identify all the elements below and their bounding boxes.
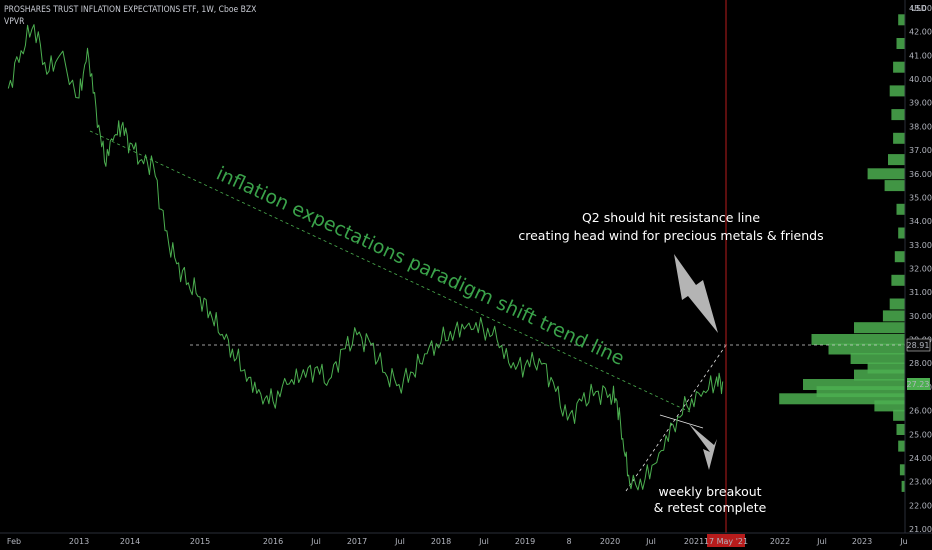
price-tick-label: 25.00 [909, 430, 932, 439]
symbol-title[interactable]: PROSHARES TRUST INFLATION EXPECTATIONS E… [4, 5, 257, 15]
price-tick-label: 24.00 [909, 454, 932, 463]
breakout-trend-line [625, 344, 727, 492]
breakout-note-line2: & retest complete [654, 500, 767, 515]
volume-profile-bar [854, 322, 905, 334]
volume-profile-bar [898, 14, 905, 26]
price-tick-label: 28.00 [909, 359, 932, 368]
time-tick-label: 2015 [190, 537, 210, 546]
resistance-note-line2: creating head wind for precious metals &… [518, 228, 823, 243]
time-tick-label: Jul [310, 537, 321, 546]
time-tick-label: 2013 [69, 537, 89, 546]
volume-profile-bar [811, 334, 905, 345]
volume-profile-bar [854, 369, 905, 381]
breakout-arrow [689, 424, 717, 470]
price-tick-label: 43.00 [909, 4, 932, 13]
volume-profile-bar [898, 440, 905, 452]
volume-profile-bar [803, 379, 905, 390]
price-tick-label: 39.00 [909, 99, 932, 108]
price-tick-label: 40.00 [909, 75, 932, 84]
time-tick-label: 2019 [515, 537, 535, 546]
volume-profile-bar [901, 480, 905, 492]
volume-profile-bar [896, 38, 905, 49]
price-tick-label: 42.00 [909, 28, 932, 37]
time-tick-label: 2023 [852, 537, 872, 546]
volume-profile-bar [898, 227, 905, 239]
price-tick-label: 37.00 [909, 146, 932, 155]
volume-profile-bar [816, 386, 905, 398]
resistance-note-line1: Q2 should hit resistance line [582, 210, 760, 225]
time-tick-label: Jul [816, 537, 827, 546]
volume-profile-bar [867, 168, 905, 180]
price-tick-label: 33.00 [909, 241, 932, 250]
price-tick-label: 41.00 [909, 51, 932, 60]
time-tick-label: Ju [899, 537, 907, 546]
price-tick-label: 31.00 [909, 288, 932, 297]
time-tick-label: 2017 [347, 537, 367, 546]
time-tick-label: Jul [394, 537, 405, 546]
retest-line [659, 414, 704, 429]
time-tick-label: 2014 [120, 537, 140, 546]
breakout-note-line1: weekly breakout [658, 484, 761, 499]
guide-lines [89, 0, 905, 533]
price-tick-label: 21.00 [909, 525, 932, 534]
time-tick-label: 2016 [263, 537, 283, 546]
time-tick-label: Jul [478, 537, 489, 546]
price-axis-ticks: 21.0022.0023.0024.0025.0026.0027.0028.00… [909, 4, 932, 534]
volume-profile-bar [889, 298, 905, 310]
time-tick-label: 2018 [431, 537, 451, 546]
price-tick-label: 30.00 [909, 312, 932, 321]
price-tick-label: 36.00 [909, 170, 932, 179]
level-price-label: 28.91 [907, 341, 930, 350]
last-price-label: 27.23 [907, 380, 930, 389]
currency-label: USD [911, 4, 927, 13]
volume-profile-bar [893, 132, 905, 144]
price-line [7, 24, 724, 491]
volume-profile-bar [889, 85, 905, 97]
volume-profile-bar [893, 61, 905, 73]
volume-profile [779, 14, 905, 492]
price-tick-label: 34.00 [909, 217, 932, 226]
date-marker-tag [707, 534, 745, 547]
volume-profile-bar [884, 180, 905, 192]
price-tick-label: 26.00 [909, 407, 932, 416]
volume-profile-bar [891, 274, 905, 286]
time-tick-label: Feb [7, 537, 21, 546]
time-tick-label: 2020 [600, 537, 620, 546]
volume-profile-bar [882, 310, 905, 322]
volume-profile-bar [896, 203, 905, 215]
volume-profile-bar [899, 464, 905, 476]
price-tick-label: 35.00 [909, 194, 932, 203]
date-marker-label: 17 May '21 [704, 537, 748, 546]
chart-header: PROSHARES TRUST INFLATION EXPECTATIONS E… [4, 4, 256, 28]
indicator-label[interactable]: VPVR [4, 17, 25, 27]
volume-profile-bar [888, 154, 905, 166]
trend-line-label: inflation expectations paradigm shift tr… [213, 163, 628, 370]
price-tick-label: 38.00 [909, 122, 932, 131]
volume-profile-bar [874, 400, 905, 412]
volume-profile-bar [894, 251, 905, 263]
price-tick-label: 32.00 [909, 265, 932, 274]
volume-profile-bar [891, 109, 905, 121]
volume-profile-bar [828, 343, 905, 355]
volume-profile-bar [779, 393, 905, 405]
price-tick-label: 23.00 [909, 478, 932, 487]
time-tick-label: Jul [645, 537, 656, 546]
volume-profile-bar [850, 353, 905, 364]
time-tick-label: 2022 [770, 537, 790, 546]
paradigm-trend-line [89, 130, 691, 413]
volume-profile-bar [893, 409, 905, 421]
time-tick-label: 8 [566, 537, 571, 546]
time-axis-ticks: Feb 2013 2014 2015 2016 Jul 2017 Jul 2018 Jul 2019… [7, 534, 908, 547]
time-tick-label: 2021 [684, 537, 704, 546]
level-price-tag: 28.91 [907, 338, 931, 352]
volume-profile-bar [867, 362, 905, 374]
volume-profile-bar [896, 424, 905, 435]
last-price-tag: 27.23 [907, 378, 930, 390]
resistance-arrow [674, 254, 718, 333]
price-tick-label: 22.00 [909, 501, 932, 510]
